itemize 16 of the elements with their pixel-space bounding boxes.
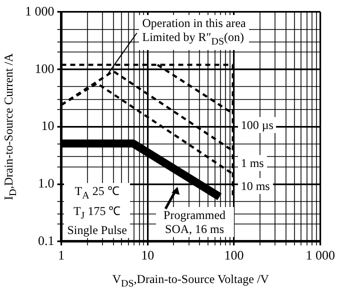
series-label: 1 ms (238, 154, 267, 171)
x-tick-label: 1 000 (306, 248, 335, 263)
y-tick-label: 10 (41, 118, 54, 134)
y-tick-label: 0.1 (38, 232, 54, 248)
x-axis-title: V$_{DS}$,Drain-to-Source Voltage /V (112, 272, 269, 289)
series-label: 10 ms (238, 178, 273, 194)
y-tick-label: 1.0 (38, 175, 54, 190)
y-tick-label: 100 (34, 60, 54, 76)
annotation: T$_{A}$ 25 ℃ T$_{J}$ 175 ℃ Single Pulse (64, 183, 130, 238)
annotation: Operation in this area Limited by R″$_{DS}$(on) (139, 15, 249, 50)
x-tick-label: 10 (141, 248, 154, 263)
series-label: 100 µs (238, 117, 276, 134)
legend-label: Programmed SOA, 16 ms (156, 206, 234, 237)
y-tick-label: 1 000 (25, 3, 54, 18)
x-tick-label: 1 (58, 248, 64, 263)
x-tick-label: 100 (224, 248, 244, 263)
